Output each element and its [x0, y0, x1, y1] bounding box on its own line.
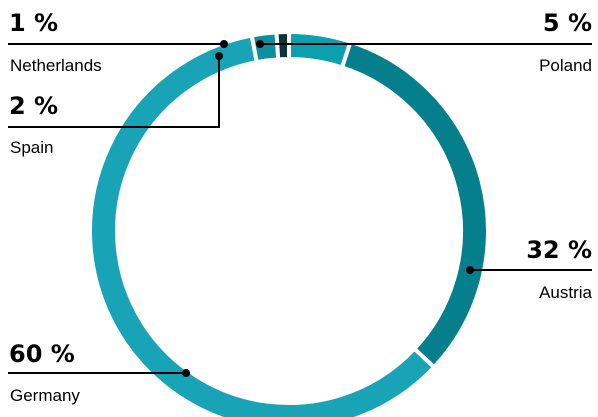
label-value-spain: 2 %: [9, 92, 58, 120]
slice-spain: [249, 30, 281, 65]
label-value-germany: 60 %: [9, 340, 75, 368]
label-name-netherlands: Netherlands: [10, 56, 102, 75]
slice-austria: [339, 39, 490, 371]
leader-lines: [8, 40, 592, 377]
leader-dot-austria: [466, 266, 474, 274]
label-name-spain: Spain: [10, 138, 53, 157]
donut-slices: [88, 29, 490, 417]
leader-dot-germany: [182, 369, 190, 377]
label-value-austria: 32 %: [526, 236, 592, 264]
label-name-austria: Austria: [539, 283, 592, 302]
label-name-poland: Poland: [539, 56, 592, 75]
leader-dot-spain: [215, 52, 223, 60]
label-value-netherlands: 1 %: [9, 9, 58, 37]
leader-line-spain: [8, 56, 220, 128]
slice-poland: [287, 29, 354, 70]
slice-germany: [88, 33, 437, 417]
label-name-germany: Germany: [10, 386, 80, 405]
leader-dot-netherlands: [220, 40, 228, 48]
slice-labels: 1 % Netherlands 5 % Poland 2 % Spain 32 …: [9, 9, 593, 405]
leader-dot-poland: [256, 40, 264, 48]
label-value-poland: 5 %: [543, 9, 592, 37]
slice-netherlands: [274, 29, 291, 62]
